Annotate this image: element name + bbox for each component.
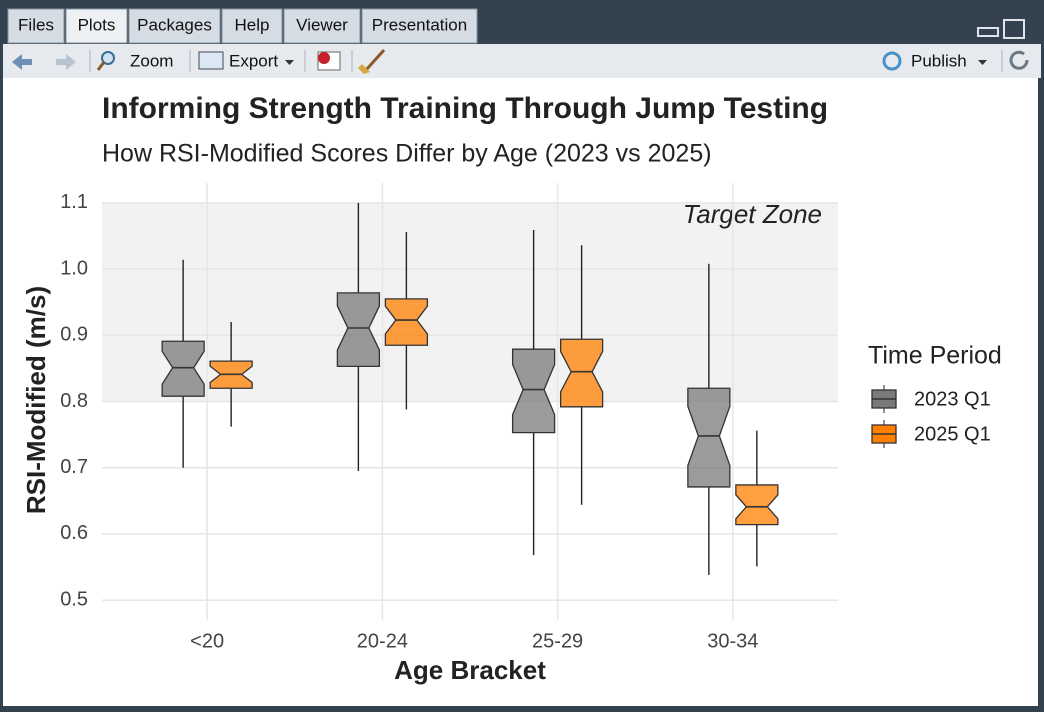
y-tick-label: 0.7 xyxy=(60,456,88,478)
box xyxy=(384,298,429,346)
clear-all-button[interactable] xyxy=(358,48,386,74)
tab-background xyxy=(7,8,65,44)
dropdown-arrow xyxy=(978,60,987,65)
refresh-button[interactable] xyxy=(1009,50,1029,70)
box xyxy=(559,338,604,408)
tab[interactable]: Files xyxy=(7,8,65,44)
tab-background xyxy=(128,8,221,44)
publish-button[interactable]: Publish xyxy=(882,51,987,71)
legend-label: 2025 Q1 xyxy=(914,423,991,445)
tab-background xyxy=(361,8,478,44)
y-axis-title: RSI-Modified (m/s) xyxy=(21,286,51,514)
y-tick-label: 1.0 xyxy=(60,257,88,279)
broom-icon xyxy=(358,64,370,74)
export-icon xyxy=(198,51,224,70)
y-tick-label: 0.9 xyxy=(60,324,88,346)
clear-plot-button[interactable] xyxy=(317,51,341,71)
legend-label: 2023 Q1 xyxy=(914,388,991,410)
box xyxy=(735,484,779,526)
x-tick-label: 25-29 xyxy=(532,630,583,652)
y-tick-label: 0.8 xyxy=(60,390,88,412)
maximize-button[interactable] xyxy=(1003,19,1025,39)
export-button[interactable]: Export xyxy=(198,51,294,70)
tab[interactable]: Help xyxy=(221,8,283,44)
x-axis-title: Age Bracket xyxy=(394,655,546,685)
chart-title: Informing Strength Training Through Jump… xyxy=(102,92,828,125)
tab-label: Help xyxy=(235,15,270,34)
tab-label: Presentation xyxy=(372,15,467,34)
tab[interactable]: Viewer xyxy=(283,8,361,44)
y-tick-label: 0.5 xyxy=(60,588,88,610)
target-zone xyxy=(102,202,838,402)
x-tick-label: <20 xyxy=(190,630,224,652)
tab-background xyxy=(65,8,128,44)
tab[interactable]: Presentation xyxy=(361,8,478,44)
x-tick-label: 20-24 xyxy=(357,630,408,652)
tab-label: Plots xyxy=(78,15,116,34)
tab-bar: Files Plots Packages Help Viewer Presentation xyxy=(7,8,478,44)
export-label: Export xyxy=(229,51,278,70)
box xyxy=(511,348,556,434)
chart: Informing Strength Training Through Jump… xyxy=(21,92,1002,685)
zoom-button[interactable]: Zoom xyxy=(96,51,173,71)
box xyxy=(687,387,731,488)
zoom-icon xyxy=(101,51,115,65)
tab-background xyxy=(283,8,361,44)
box xyxy=(336,292,381,368)
box xyxy=(161,340,205,397)
toolbar-buttons: Zoom Export Publish xyxy=(12,48,1029,74)
minimize-button[interactable] xyxy=(977,27,999,37)
tab-label: Viewer xyxy=(296,15,348,34)
tab[interactable]: Plots xyxy=(65,8,128,44)
chart-subtitle: How RSI-Modified Scores Differ by Age (2… xyxy=(102,140,712,168)
x-tick-label: 30-34 xyxy=(707,630,758,652)
toolbar xyxy=(3,44,1041,78)
legend-title: Time Period xyxy=(868,342,1002,370)
tab-background xyxy=(221,8,283,44)
tab[interactable]: Packages xyxy=(128,8,221,44)
broom-icon xyxy=(364,48,386,72)
dropdown-arrow xyxy=(285,60,294,65)
window-controls[interactable] xyxy=(977,19,1025,39)
publish-icon xyxy=(882,51,902,71)
publish-label: Publish xyxy=(911,51,967,70)
forward-button[interactable] xyxy=(56,54,76,70)
zoom-label: Zoom xyxy=(130,51,173,70)
annotation-label: Target Zone xyxy=(683,199,822,229)
clear-icon xyxy=(318,52,330,64)
tab-label: Files xyxy=(18,15,54,34)
y-tick-label: 0.6 xyxy=(60,522,88,544)
y-tick-label: 1.1 xyxy=(60,191,88,213)
zoom-icon xyxy=(96,61,106,71)
tab-label: Packages xyxy=(137,15,212,34)
back-button[interactable] xyxy=(12,54,32,70)
